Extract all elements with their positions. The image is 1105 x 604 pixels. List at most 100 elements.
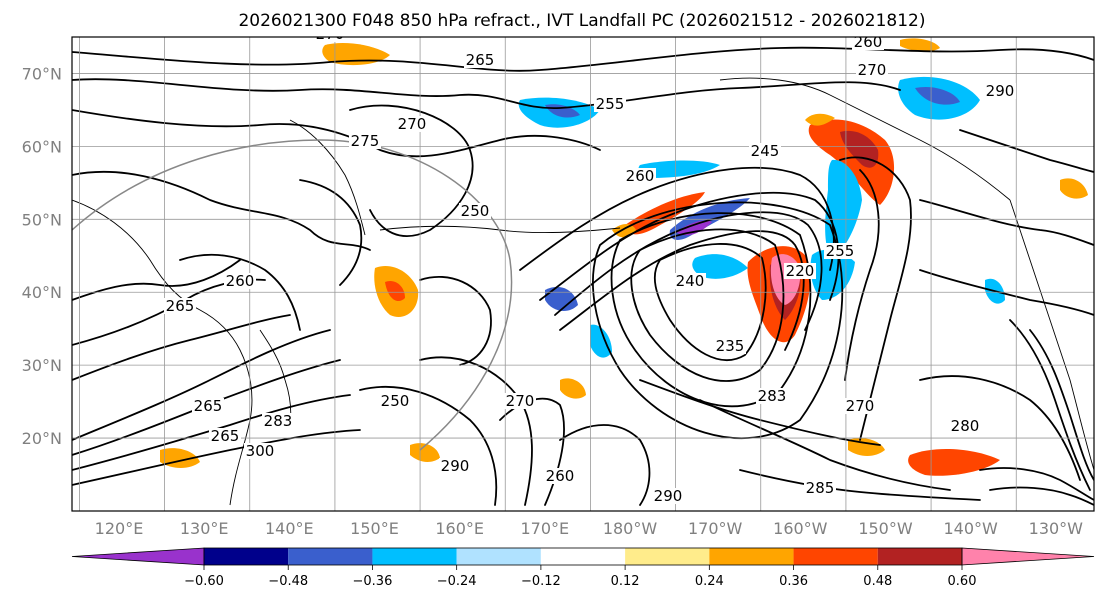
contour-label-background [784, 263, 816, 279]
lon-tick-label: 170°E [521, 519, 570, 538]
contour-line [519, 166, 835, 271]
coastline-japan [259, 329, 292, 426]
contour-label: 275 [351, 132, 380, 150]
lat-tick-label: 60°N [22, 137, 62, 156]
colorbar-segment [456, 548, 541, 565]
lon-tick-label: 130°W [1029, 519, 1084, 538]
contour-label-background [804, 480, 836, 496]
shading-negative-central-pacific [545, 286, 578, 312]
contour-line [72, 394, 351, 471]
contour-label: 290 [986, 82, 1015, 100]
contour-label-background [756, 388, 788, 404]
colorbar-segment [540, 548, 626, 565]
lat-tick-label: 40°N [22, 283, 62, 302]
lat-tick-label: 70°N [22, 64, 62, 83]
contour-label: 240 [676, 272, 705, 290]
contour-label: 265 [211, 427, 240, 445]
contour-line [630, 228, 785, 382]
contour-label: 260 [854, 33, 883, 51]
contour-label: 290 [654, 487, 683, 505]
colorbar-tick-label: −0.48 [268, 574, 308, 589]
contour-label: 245 [751, 142, 780, 160]
colorbar-segment [625, 548, 710, 565]
latitude-tick-labels: 20°N 30°N 40°N 50°N 60°N 70°N [22, 64, 62, 448]
shading-negative-kamchatka [638, 160, 720, 178]
shading-positive-arctic [322, 43, 390, 66]
contour-label: 255 [826, 242, 855, 260]
contour-label: 290 [441, 457, 470, 475]
colorbar-tick-label: −0.12 [521, 574, 561, 589]
lat-tick-label: 30°N [22, 356, 62, 375]
contour-label-background [674, 273, 706, 289]
contour-line [359, 386, 498, 506]
contour-label: 235 [716, 337, 745, 355]
colorbar-segment [793, 548, 878, 565]
lon-tick-label: 180°W [603, 519, 658, 538]
contour-label-background [379, 393, 411, 409]
contour-label-background [949, 418, 981, 434]
lon-tick-label: 160°W [773, 519, 828, 538]
shading-positive-far-east [900, 38, 940, 52]
contour-label-background [192, 398, 224, 414]
colorbar: −0.60 −0.48 −0.36 −0.24 −0.12 0.12 0.24 0.36 0.4… [71, 547, 1095, 589]
contour-label: 270 [858, 61, 887, 79]
colorbar-segment [877, 548, 962, 565]
lon-tick-label: 160°E [435, 519, 484, 538]
contour-label-background [749, 143, 781, 159]
map-frame [71, 36, 1095, 512]
shading-positive-west-coast [1060, 178, 1088, 199]
contour-label-background [396, 116, 428, 132]
contour-line [72, 170, 371, 251]
shading-positive-hawaii-region [560, 378, 586, 399]
contour-line [959, 129, 1094, 173]
contour-line [72, 429, 361, 486]
lon-tick-label: 130°E [180, 519, 229, 538]
shading-negative-west-pacific [590, 324, 612, 358]
colorbar-tick-label: 0.12 [611, 574, 640, 589]
refractivity-contours [72, 46, 1094, 506]
colorbar-frame [203, 547, 963, 566]
map-title: 2026021300 F048 850 hPa refract., IVT La… [238, 11, 925, 31]
lat-tick-label: 50°N [22, 210, 62, 229]
colorbar-tick-label: −0.60 [184, 574, 224, 589]
contour-label-background [164, 298, 196, 314]
contour-label-background [856, 62, 888, 78]
contour-line [844, 169, 880, 381]
shading-negative-jet-dark [676, 220, 712, 236]
contour-label: 283 [758, 387, 787, 405]
lat-tick-label: 20°N [22, 429, 62, 448]
lon-tick-label: 140°W [943, 519, 998, 538]
colorbar-tick-label: 0.60 [948, 574, 977, 589]
contour-line [610, 212, 812, 408]
contour-label: 255 [596, 95, 625, 113]
contour-label: 250 [461, 202, 490, 220]
contour-label-background [852, 37, 884, 50]
colorbar-segment [204, 548, 289, 565]
contour-line [699, 399, 951, 491]
contour-label-background [244, 443, 276, 459]
lon-tick-label: 140°E [265, 519, 314, 538]
contour-label: 285 [806, 479, 835, 497]
contour-line [72, 78, 901, 109]
great-circle-arc [72, 139, 513, 451]
contour-line [539, 191, 840, 301]
contour-label: 300 [246, 442, 275, 460]
contour-label-background [464, 52, 496, 68]
contour-line [919, 199, 1094, 246]
contour-line [739, 469, 981, 501]
contour-line [1029, 329, 1094, 481]
colorbar-tick-label: −0.36 [353, 574, 393, 589]
colorbar-tick-label: 0.24 [695, 574, 724, 589]
contour-line [639, 379, 881, 446]
contour-line [72, 314, 291, 381]
contour-label: 270 [398, 115, 427, 133]
contour-label-background [349, 133, 381, 149]
lon-tick-label: 120°E [95, 519, 144, 538]
contour-line [839, 156, 912, 441]
contour-label-background [314, 37, 346, 42]
colorbar-segment [709, 548, 794, 565]
contour-label: 270 [316, 25, 345, 43]
contour-line [919, 269, 1094, 316]
colorbar-tick-label: 0.36 [779, 574, 808, 589]
contour-line [653, 243, 767, 361]
